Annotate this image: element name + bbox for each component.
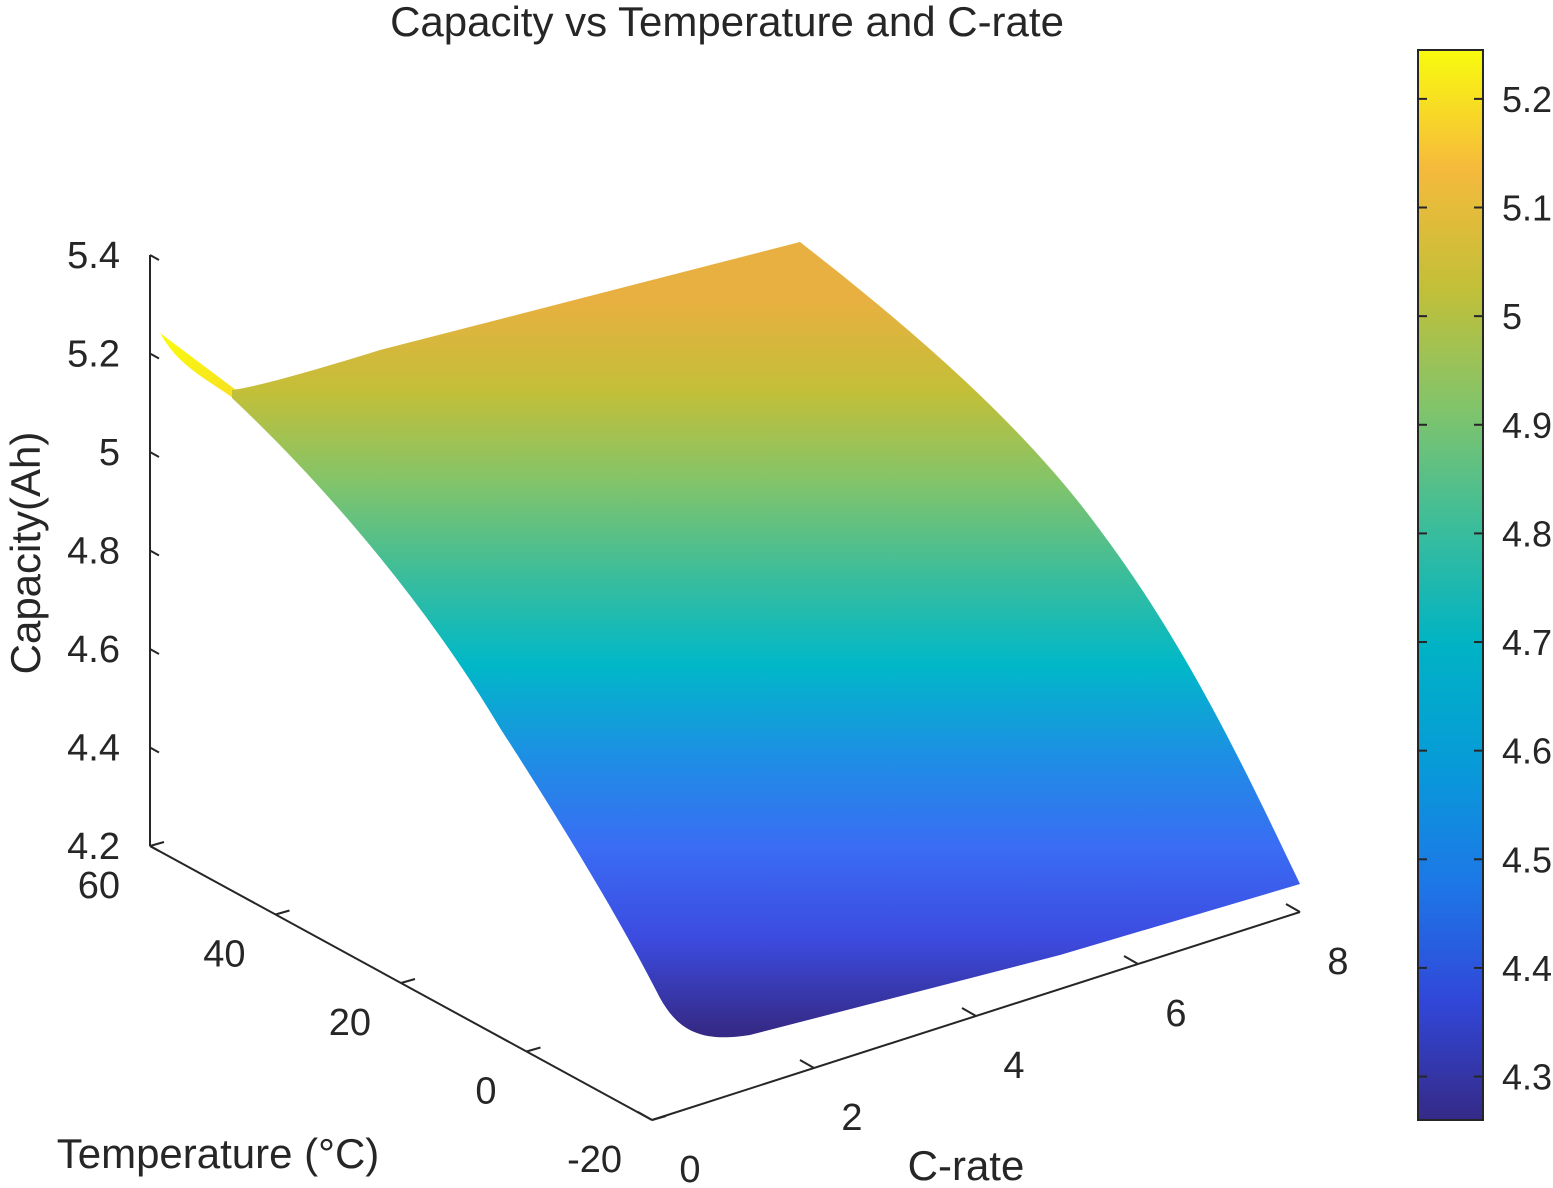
c-rate-axis: 0 2 4 6 8 C-rate: [637, 903, 1349, 1188]
z-tick-mark: [149, 549, 160, 557]
c-rate-tick-mark: [637, 1111, 653, 1121]
z-tick-mark: [149, 352, 160, 360]
colorbar-ticks: 4.3 4.4 4.5 4.6 4.7 4.8 4.9 5 5.1 5.2: [1418, 79, 1552, 1098]
temperature-axis-title: Temperature (°C): [57, 1130, 380, 1177]
z-axis-ticks: 4.2 4.4 4.6 4.8 5 5.2 5.4: [67, 235, 160, 868]
temperature-tick-mark: [526, 1046, 541, 1053]
colorbar-tick-label: 4.9: [1502, 405, 1552, 446]
colorbar-tick-label: 4.3: [1502, 1057, 1552, 1098]
colorbar-tick-label: 5: [1502, 296, 1522, 337]
c-rate-axis-ticks: 0 2 4 6 8: [637, 903, 1349, 1188]
colorbar-tick-label: 5.1: [1502, 188, 1552, 229]
colorbar-tick-label: 4.5: [1502, 839, 1552, 880]
z-tick-label: 5.2: [67, 334, 120, 376]
surface-fold: [160, 333, 510, 690]
temperature-tick-label: 40: [203, 934, 245, 976]
colorbar-tick-label: 4.6: [1502, 731, 1552, 772]
temperature-tick-label: -20: [567, 1139, 622, 1181]
chart-title: Capacity vs Temperature and C-rate: [390, 0, 1064, 45]
colorbar-fill: [1418, 50, 1483, 1120]
z-tick-mark: [149, 746, 160, 754]
temperature-tick-mark: [149, 841, 165, 847]
c-rate-tick-mark: [961, 1007, 977, 1017]
c-rate-tick-mark: [799, 1059, 815, 1069]
colorbar-tick-label: 4.8: [1502, 513, 1552, 554]
z-tick-label: 5.4: [67, 235, 120, 277]
temperature-tick-mark: [275, 909, 290, 916]
z-tick-mark: [149, 451, 160, 458]
colorbar-frame: [1417, 49, 1484, 1121]
z-axis: 4.2 4.4 4.6 4.8 5 5.2 5.4 Capacity(Ah): [2, 235, 160, 868]
z-tick-mark: [149, 648, 160, 655]
z-tick-label: 4.2: [67, 826, 120, 868]
c-rate-tick-mark: [1285, 903, 1301, 913]
temperature-axis: -20 0 20 40 60 Temperature (°C): [57, 841, 667, 1181]
z-tick-label: 4.8: [67, 531, 120, 573]
temperature-tick-label: 20: [329, 1002, 371, 1044]
z-tick-label: 4.6: [67, 629, 120, 671]
colorbar-tick-label: 4.4: [1502, 948, 1552, 989]
surface-plot: [160, 242, 1300, 1038]
z-tick-mark: [149, 254, 160, 261]
temperature-tick-label: 60: [78, 865, 120, 907]
c-rate-tick-label: 4: [1003, 1045, 1024, 1087]
colorbar-tick-label: 5.2: [1502, 79, 1552, 120]
c-rate-axis-title: C-rate: [908, 1142, 1025, 1188]
c-rate-tick-label: 2: [841, 1097, 862, 1139]
z-tick-label: 4.4: [67, 728, 120, 770]
colorbar-tick-label: 4.7: [1502, 622, 1552, 663]
surface-mesh: [232, 242, 1300, 1038]
c-rate-tick-label: 6: [1165, 993, 1186, 1035]
c-rate-tick-label: 8: [1327, 941, 1348, 983]
colorbar: 4.3 4.4 4.5 4.6 4.7 4.8 4.9 5 5.1 5.2: [1417, 49, 1552, 1121]
c-rate-tick-label: 0: [679, 1149, 700, 1188]
c-rate-tick-mark: [1123, 955, 1139, 965]
temperature-tick-mark: [400, 978, 416, 984]
temperature-axis-ticks: -20 0 20 40 60: [78, 841, 667, 1181]
z-tick-label: 5: [99, 432, 120, 474]
z-axis-title: Capacity(Ah): [2, 432, 49, 675]
temperature-tick-label: 0: [475, 1071, 496, 1113]
